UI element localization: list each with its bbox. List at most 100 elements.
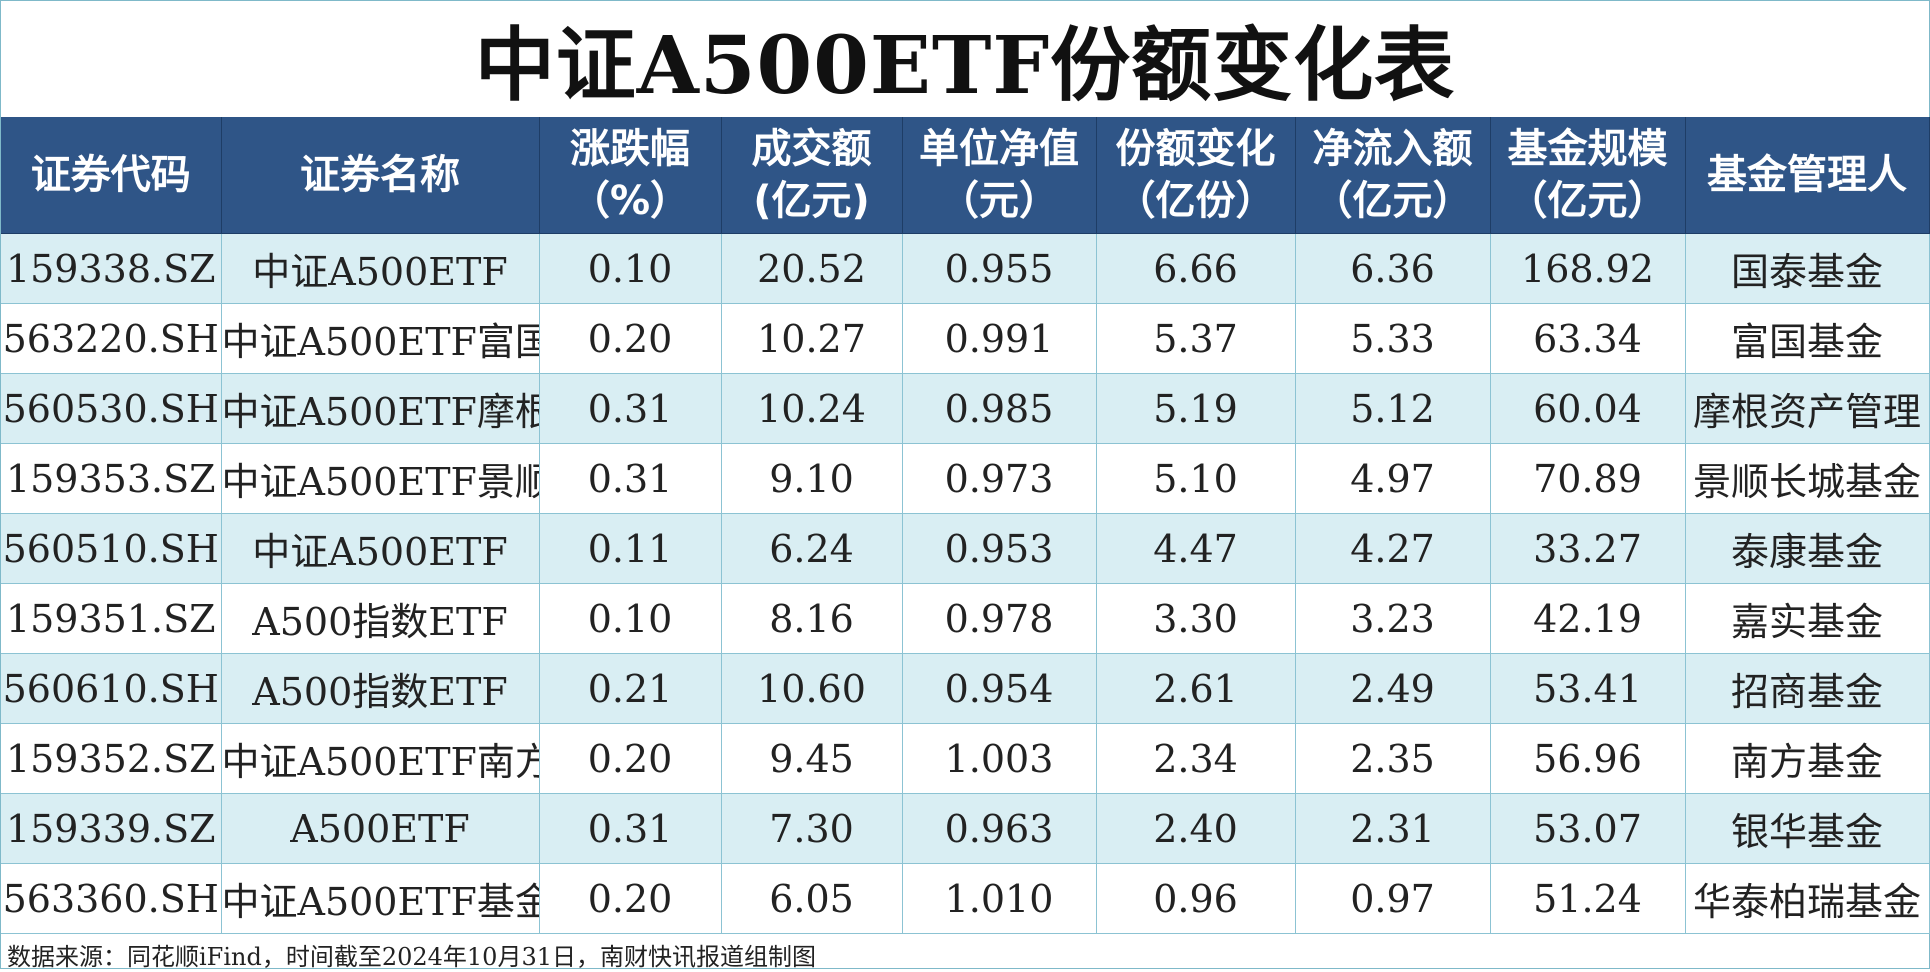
- cell-net-inflow: 2.31: [1295, 793, 1491, 864]
- cell-turnover: 10.60: [721, 653, 903, 724]
- cell-net-inflow: 5.12: [1295, 373, 1491, 444]
- cell-share-change: 0.96: [1096, 863, 1296, 934]
- cell-nav: 1.003: [902, 723, 1097, 794]
- header-change-pct: 涨跌幅 （%）: [539, 117, 722, 234]
- cell-code: 159339.SZ: [1, 793, 222, 864]
- cell-change-pct: 0.10: [539, 233, 722, 304]
- cell-nav: 0.973: [902, 443, 1097, 514]
- cell-turnover: 10.24: [721, 373, 903, 444]
- cell-scale: 70.89: [1490, 443, 1686, 514]
- cell-turnover: 8.16: [721, 583, 903, 654]
- cell-share-change: 5.37: [1096, 303, 1296, 374]
- cell-change-pct: 0.31: [539, 793, 722, 864]
- cell-name: A500指数ETF: [221, 583, 540, 654]
- cell-share-change: 5.19: [1096, 373, 1296, 444]
- cell-scale: 42.19: [1490, 583, 1686, 654]
- etf-share-table: 证券代码 证券名称 涨跌幅 （%） 成交额 (亿元) 单位净值 （元） 份额变化 （亿份…: [1, 117, 1930, 934]
- cell-name: 中证A500ETF: [221, 233, 540, 304]
- cell-manager: 银华基金: [1685, 793, 1930, 864]
- cell-name: 中证A500ETF摩根: [221, 373, 540, 444]
- cell-code: 560610.SH: [1, 653, 222, 724]
- table-body: 159338.SZ 中证A500ETF 0.10 20.52 0.955 6.6…: [1, 233, 1930, 934]
- cell-name: 中证A500ETF: [221, 513, 540, 584]
- cell-net-inflow: 4.27: [1295, 513, 1491, 584]
- cell-code: 159353.SZ: [1, 443, 222, 514]
- cell-nav: 0.953: [902, 513, 1097, 584]
- cell-change-pct: 0.20: [539, 303, 722, 374]
- table-row: 563360.SH 中证A500ETF基金 0.20 6.05 1.010 0.…: [1, 863, 1930, 934]
- cell-share-change: 2.61: [1096, 653, 1296, 724]
- header-scale: 基金规模 （亿元）: [1490, 117, 1686, 234]
- cell-net-inflow: 2.49: [1295, 653, 1491, 724]
- cell-net-inflow: 6.36: [1295, 233, 1491, 304]
- table-row: 159338.SZ 中证A500ETF 0.10 20.52 0.955 6.6…: [1, 233, 1930, 304]
- cell-code: 159338.SZ: [1, 233, 222, 304]
- cell-net-inflow: 0.97: [1295, 863, 1491, 934]
- cell-net-inflow: 4.97: [1295, 443, 1491, 514]
- cell-turnover: 9.45: [721, 723, 903, 794]
- header-share-change: 份额变化 （亿份）: [1096, 117, 1296, 234]
- table-row: 159352.SZ 中证A500ETF南方 0.20 9.45 1.003 2.…: [1, 723, 1930, 794]
- cell-manager: 泰康基金: [1685, 513, 1930, 584]
- cell-turnover: 10.27: [721, 303, 903, 374]
- header-code: 证券代码: [1, 117, 222, 234]
- table-row: 560530.SH 中证A500ETF摩根 0.31 10.24 0.985 5…: [1, 373, 1930, 444]
- cell-share-change: 6.66: [1096, 233, 1296, 304]
- cell-turnover: 20.52: [721, 233, 903, 304]
- cell-name: 中证A500ETF基金: [221, 863, 540, 934]
- cell-change-pct: 0.31: [539, 443, 722, 514]
- cell-nav: 0.978: [902, 583, 1097, 654]
- cell-change-pct: 0.31: [539, 373, 722, 444]
- table-row: 563220.SH 中证A500ETF富国 0.20 10.27 0.991 5…: [1, 303, 1930, 374]
- cell-scale: 53.07: [1490, 793, 1686, 864]
- cell-name: 中证A500ETF南方: [221, 723, 540, 794]
- cell-name: 中证A500ETF景顺: [221, 443, 540, 514]
- cell-code: 563220.SH: [1, 303, 222, 374]
- cell-scale: 51.24: [1490, 863, 1686, 934]
- table-title: 中证A500ETF份额变化表: [474, 17, 1456, 112]
- cell-turnover: 9.10: [721, 443, 903, 514]
- cell-share-change: 2.40: [1096, 793, 1296, 864]
- cell-net-inflow: 5.33: [1295, 303, 1491, 374]
- header-net-inflow: 净流入额 （亿元）: [1295, 117, 1491, 234]
- cell-code: 560530.SH: [1, 373, 222, 444]
- cell-nav: 0.963: [902, 793, 1097, 864]
- cell-manager: 摩根资产管理: [1685, 373, 1930, 444]
- header-nav: 单位净值 （元）: [902, 117, 1097, 234]
- cell-change-pct: 0.11: [539, 513, 722, 584]
- source-note: 数据来源：同花顺iFind，时间截至2024年10月31日，南财快讯报道组制图: [7, 943, 816, 971]
- cell-scale: 56.96: [1490, 723, 1686, 794]
- cell-manager: 嘉实基金: [1685, 583, 1930, 654]
- cell-nav: 0.991: [902, 303, 1097, 374]
- cell-manager: 招商基金: [1685, 653, 1930, 724]
- cell-scale: 60.04: [1490, 373, 1686, 444]
- cell-code: 159352.SZ: [1, 723, 222, 794]
- cell-share-change: 3.30: [1096, 583, 1296, 654]
- cell-name: A500ETF: [221, 793, 540, 864]
- cell-code: 560510.SH: [1, 513, 222, 584]
- cell-scale: 33.27: [1490, 513, 1686, 584]
- cell-turnover: 7.30: [721, 793, 903, 864]
- cell-manager: 华泰柏瑞基金: [1685, 863, 1930, 934]
- cell-turnover: 6.24: [721, 513, 903, 584]
- cell-share-change: 2.34: [1096, 723, 1296, 794]
- cell-turnover: 6.05: [721, 863, 903, 934]
- cell-share-change: 4.47: [1096, 513, 1296, 584]
- cell-manager: 南方基金: [1685, 723, 1930, 794]
- table-row: 560510.SH 中证A500ETF 0.11 6.24 0.953 4.47…: [1, 513, 1930, 584]
- cell-manager: 景顺长城基金: [1685, 443, 1930, 514]
- cell-change-pct: 0.21: [539, 653, 722, 724]
- cell-share-change: 5.10: [1096, 443, 1296, 514]
- cell-change-pct: 0.10: [539, 583, 722, 654]
- cell-scale: 63.34: [1490, 303, 1686, 374]
- header-row: 证券代码 证券名称 涨跌幅 （%） 成交额 (亿元) 单位净值 （元） 份额变化 （亿份…: [1, 117, 1930, 234]
- table-row: 560610.SH A500指数ETF 0.21 10.60 0.954 2.6…: [1, 653, 1930, 724]
- table-row: 159351.SZ A500指数ETF 0.10 8.16 0.978 3.30…: [1, 583, 1930, 654]
- cell-code: 563360.SH: [1, 863, 222, 934]
- cell-nav: 0.955: [902, 233, 1097, 304]
- cell-change-pct: 0.20: [539, 863, 722, 934]
- cell-scale: 53.41: [1490, 653, 1686, 724]
- cell-nav: 0.954: [902, 653, 1097, 724]
- cell-name: A500指数ETF: [221, 653, 540, 724]
